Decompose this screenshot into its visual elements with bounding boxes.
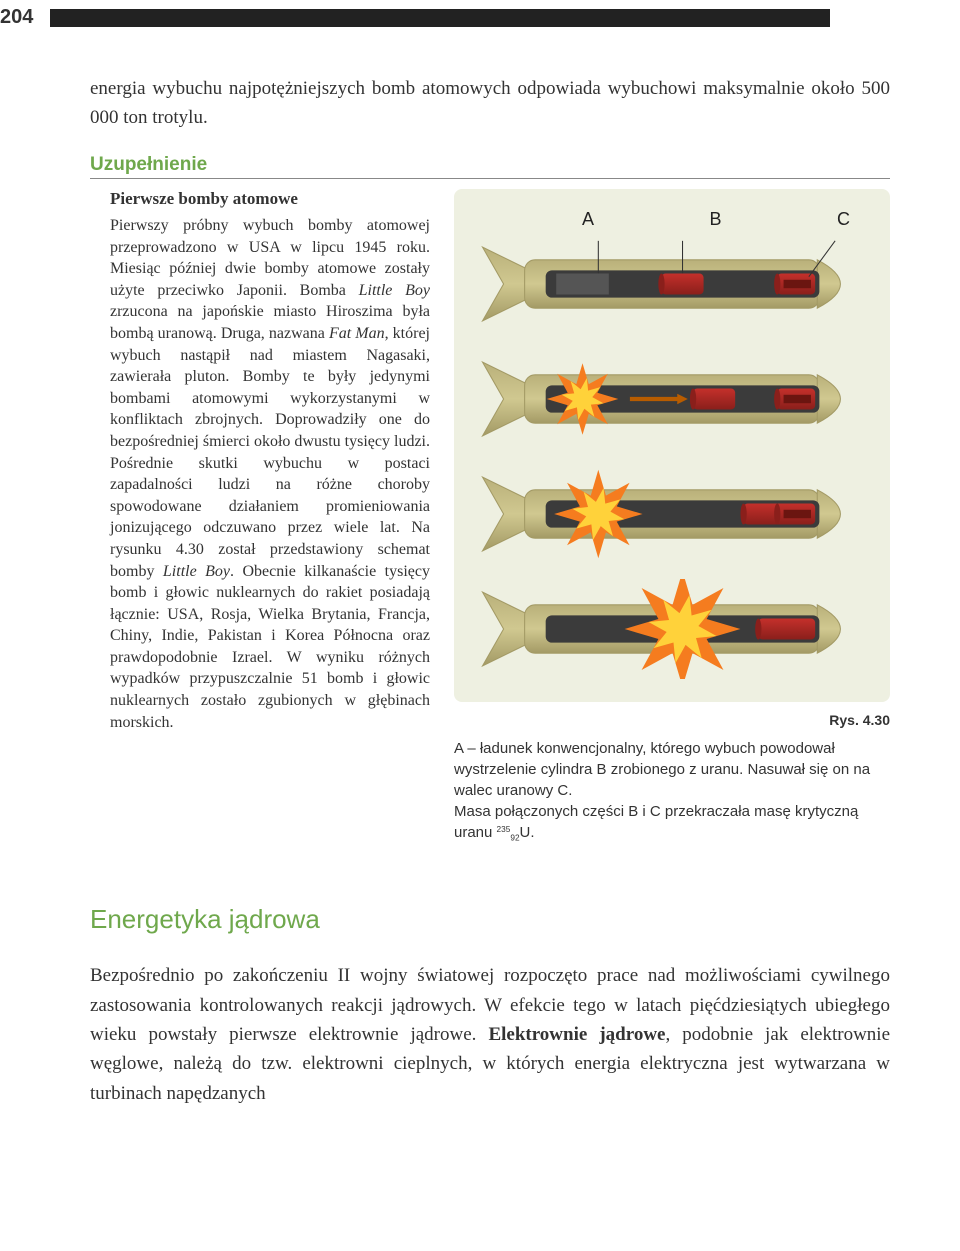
bomb-icon	[472, 349, 872, 449]
supplement-columns: Pierwsze bomby atomowe Pierwszy próbny w…	[90, 189, 890, 844]
figure-label-a: A	[582, 209, 594, 230]
page-header: 204	[0, 0, 960, 35]
figure-label-b: B	[710, 209, 722, 230]
bomb-icon	[472, 579, 872, 679]
figure-box: A B C	[454, 189, 890, 702]
figure-caption-label: Rys. 4.30	[454, 712, 890, 728]
figure-col: A B C	[454, 189, 890, 844]
supplement-subtitle: Pierwsze bomby atomowe	[110, 189, 430, 209]
supplement-label: Uzupełnienie	[90, 154, 890, 176]
intro-paragraph: energia wybuchu najpotężniejszych bomb a…	[90, 75, 890, 132]
page-content: energia wybuchu najpotężniejszych bomb a…	[0, 75, 960, 1148]
section-body: Bezpośrednio po zakończeniu II wojny świ…	[90, 961, 890, 1108]
supplement-rule	[90, 178, 890, 179]
figure-label-c: C	[837, 209, 850, 230]
bomb-icon	[472, 234, 872, 334]
bomb-stage-1	[472, 234, 872, 339]
supplement-body: Pierwszy próbny wybuch bomby atomowej pr…	[110, 215, 430, 733]
page-number: 204	[0, 0, 50, 35]
figure-caption: A – ładunek konwencjonalny, którego wybu…	[454, 738, 890, 844]
bomb-diagram-stack	[472, 234, 872, 684]
bomb-stage-2	[472, 349, 872, 454]
bomb-stage-3	[472, 464, 872, 569]
bomb-icon	[472, 464, 872, 564]
supplement-text-col: Pierwsze bomby atomowe Pierwszy próbny w…	[90, 189, 430, 844]
section-title: Energetyka jądrowa	[90, 904, 890, 935]
header-bar	[50, 9, 830, 27]
figure-labels: A B C	[472, 209, 872, 234]
bomb-stage-4	[472, 579, 872, 684]
